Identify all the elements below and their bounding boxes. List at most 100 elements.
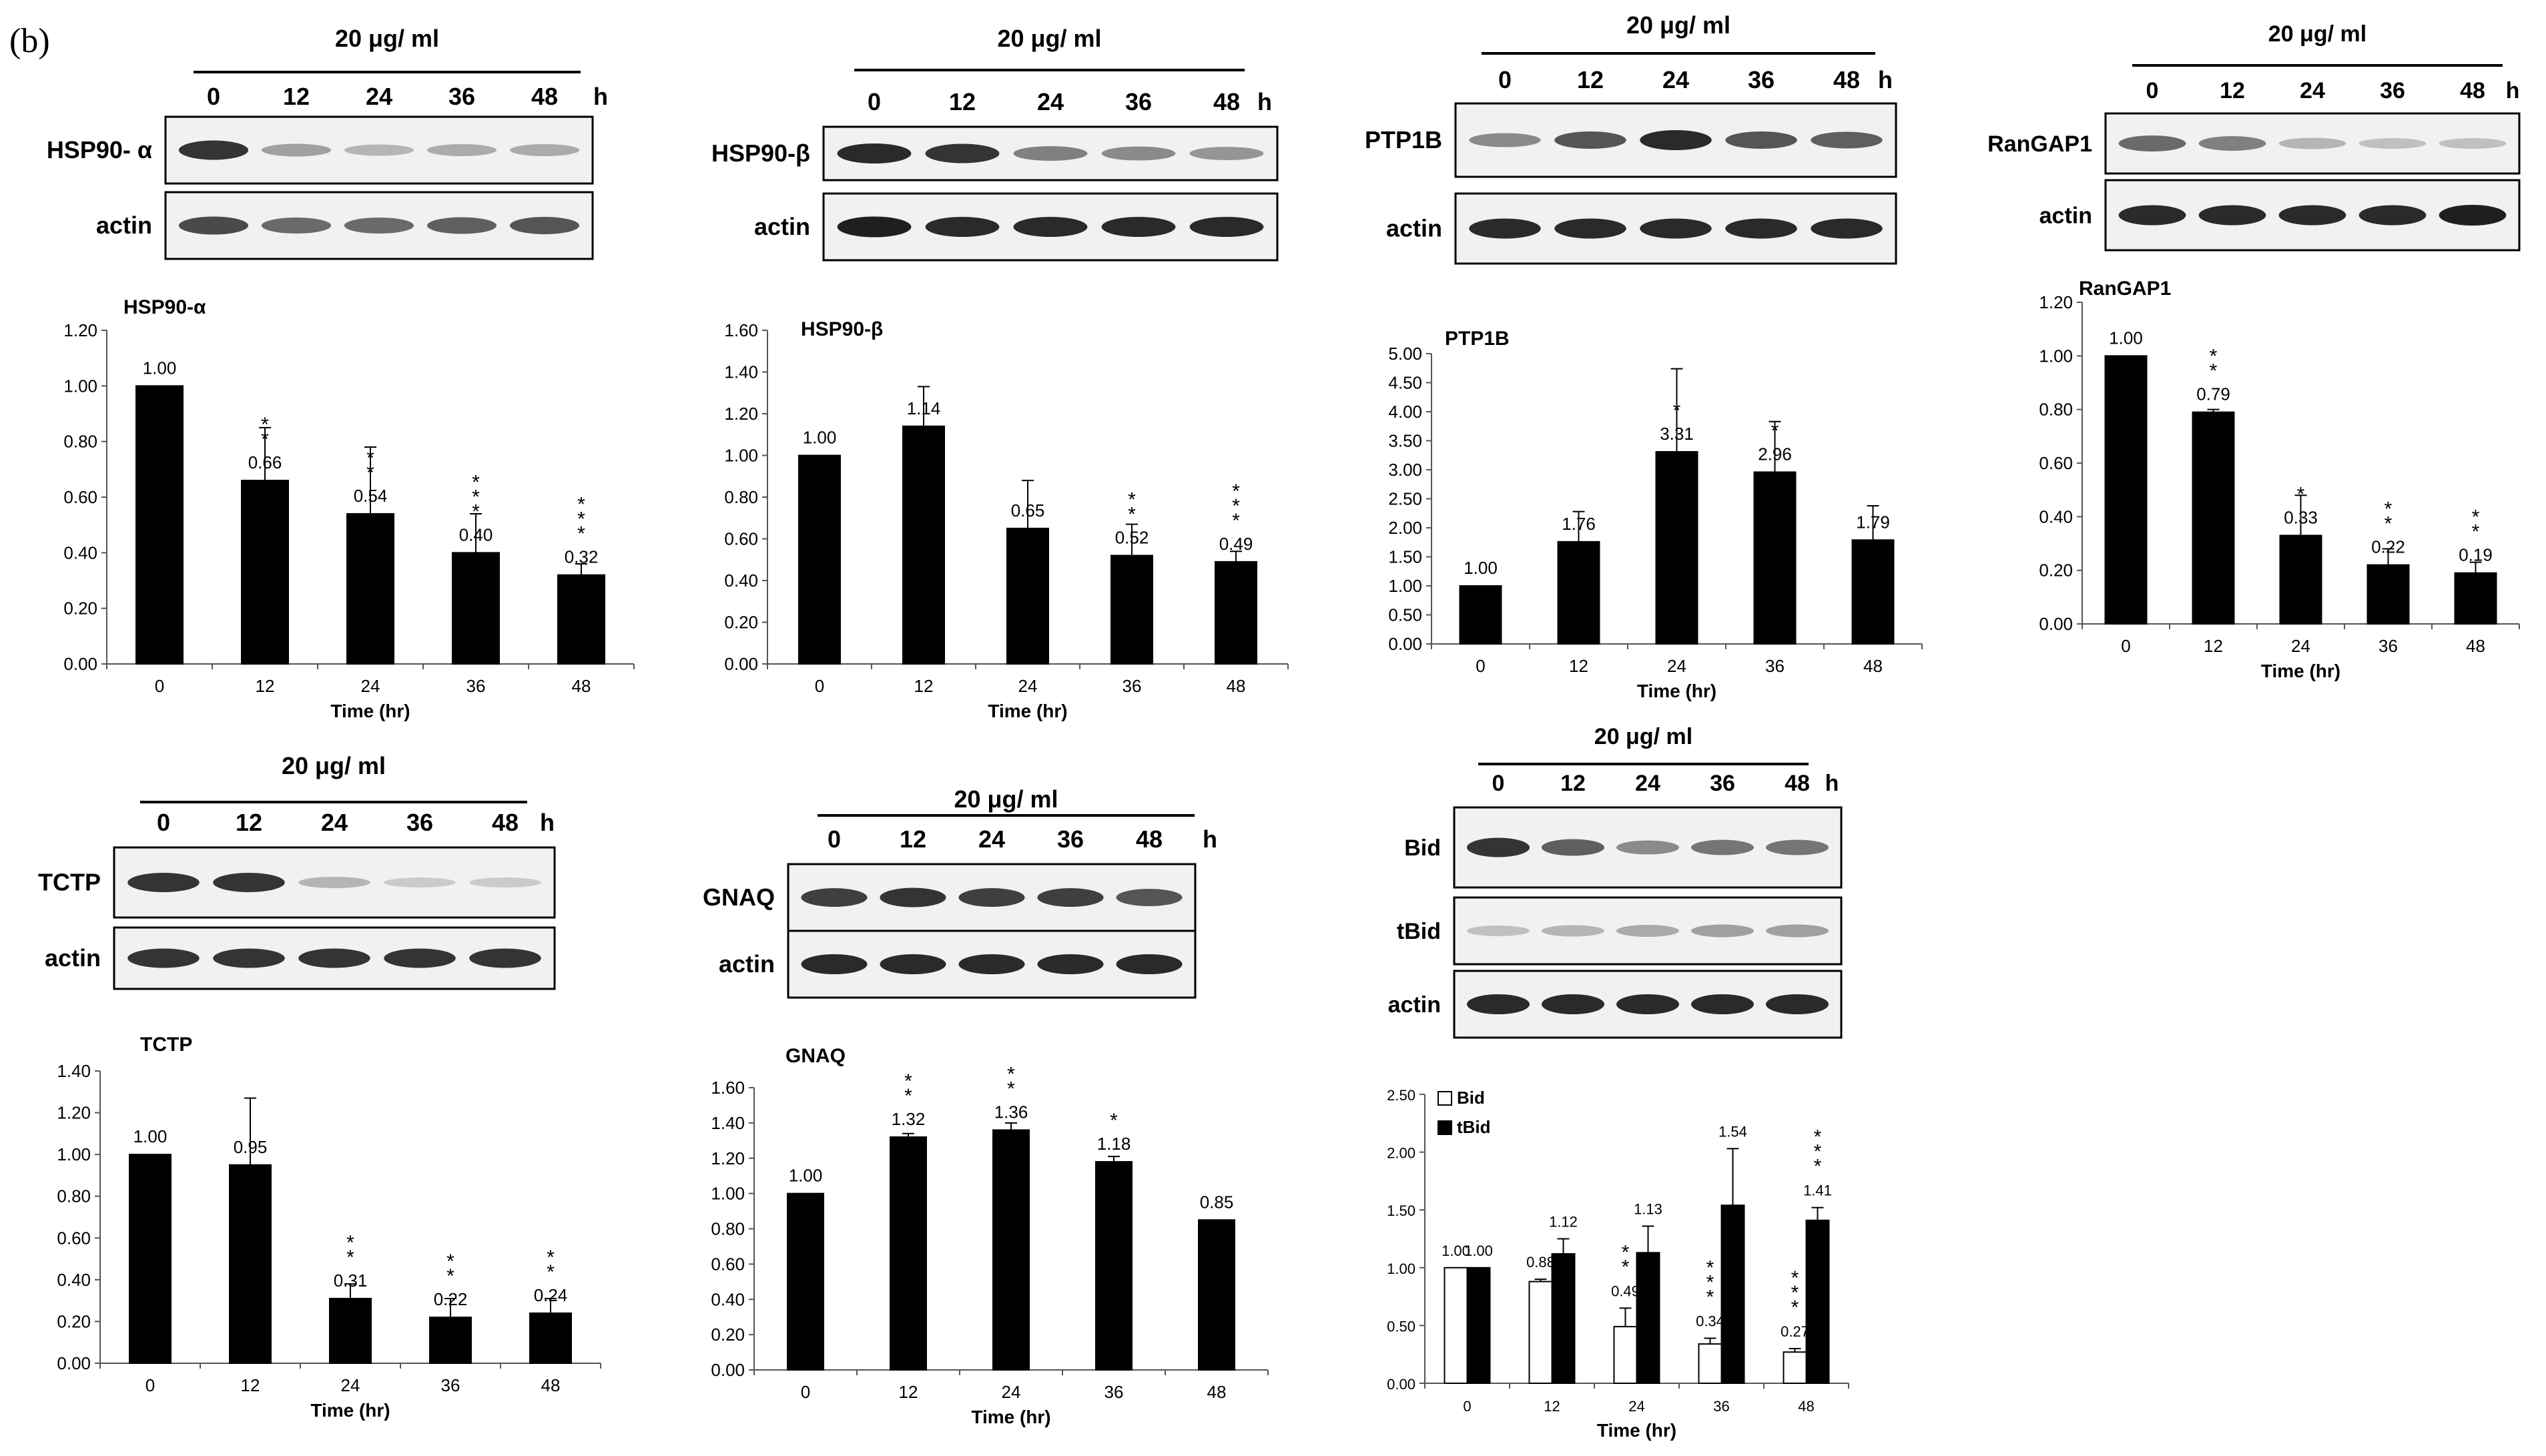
data-label: 0.22 bbox=[2371, 537, 2405, 557]
blot-band bbox=[344, 218, 414, 234]
legend-label: tBid bbox=[1457, 1117, 1491, 1137]
x-tick-label: 12 bbox=[899, 1382, 918, 1402]
chart: TCTP 0.00 0.20 0.40 0.60 0.80 1.00 1.20 1.40 0 12 2… bbox=[57, 1034, 601, 1421]
lane-label: 12 bbox=[1560, 771, 1586, 796]
y-tick-label: 0.50 bbox=[1388, 605, 1422, 625]
blot-band bbox=[344, 144, 414, 156]
data-label: 0.31 bbox=[334, 1270, 368, 1291]
y-tick-label: 0.00 bbox=[1387, 1376, 1415, 1393]
x-tick-label: 0 bbox=[815, 676, 824, 696]
blot-band bbox=[2358, 138, 2427, 149]
data-label: 0.95 bbox=[234, 1137, 268, 1157]
x-tick-label: 24 bbox=[1628, 1398, 1644, 1415]
y-tick-label: 0.40 bbox=[711, 1289, 745, 1309]
y-tick-label: 0.40 bbox=[63, 542, 97, 563]
bar bbox=[2366, 564, 2410, 625]
y-tick-label: 0.80 bbox=[711, 1219, 745, 1239]
lane-label: 24 bbox=[366, 83, 392, 110]
x-tick-label: 48 bbox=[2466, 636, 2485, 656]
blot-band bbox=[2439, 138, 2507, 149]
blot-band bbox=[2278, 205, 2346, 226]
bar bbox=[890, 1136, 927, 1371]
blot-row-label: HSP90- α bbox=[47, 136, 152, 163]
bar bbox=[1095, 1161, 1133, 1371]
blot-band bbox=[298, 877, 370, 888]
blot-band bbox=[213, 948, 285, 968]
significance-star: * bbox=[1706, 1286, 1714, 1308]
blot-row-label: actin bbox=[2039, 204, 2092, 229]
lane-label: 12 bbox=[236, 809, 262, 836]
y-tick-label: 2.00 bbox=[1387, 1145, 1415, 1162]
concentration-label: 20 μg/ ml bbox=[954, 785, 1058, 813]
blot-panel: 20 μg/ ml 0 12 24 36 48 h PTP1B actin bbox=[1365, 11, 1897, 265]
significance-star: * bbox=[577, 523, 585, 545]
x-tick-label: 12 bbox=[256, 676, 275, 696]
y-tick-label: 1.00 bbox=[1388, 576, 1422, 596]
lane-label: 24 bbox=[321, 809, 348, 836]
x-tick-label: 0 bbox=[145, 1375, 155, 1395]
significance-star: * bbox=[1706, 1271, 1714, 1293]
data-label: 0.65 bbox=[1011, 500, 1045, 520]
data-label: 0.54 bbox=[354, 486, 388, 506]
blot-band bbox=[1765, 994, 1829, 1014]
blot-row-label: tBid bbox=[1397, 919, 1441, 944]
significance-star: * bbox=[1673, 400, 1681, 422]
chart: 0.00 0.50 1.00 1.50 2.00 2.50 0 12 24 36 48 Time (h… bbox=[1387, 1087, 1849, 1441]
lane-label: 12 bbox=[949, 88, 976, 115]
lane-unit-label: h bbox=[1257, 88, 1272, 115]
y-tick-label: 1.60 bbox=[711, 1078, 745, 1098]
significance-star: * bbox=[904, 1085, 912, 1107]
y-tick-label: 0.00 bbox=[711, 1360, 745, 1380]
y-tick-label: 4.00 bbox=[1388, 402, 1422, 422]
data-label: 1.00 bbox=[2109, 328, 2143, 348]
y-tick-label: 0.80 bbox=[724, 487, 758, 507]
significance-star: * bbox=[1128, 489, 1136, 511]
blot-band bbox=[925, 143, 1000, 163]
x-tick-label: 36 bbox=[1713, 1398, 1729, 1415]
significance-star: * bbox=[577, 494, 585, 516]
data-label: 1.13 bbox=[1634, 1200, 1662, 1217]
bar bbox=[1215, 561, 1257, 665]
y-tick-label: 0.60 bbox=[711, 1254, 745, 1274]
bar bbox=[1110, 555, 1153, 665]
bar bbox=[1698, 1343, 1722, 1385]
data-label: 0.66 bbox=[248, 452, 282, 472]
x-tick-label: 12 bbox=[2204, 636, 2223, 656]
blot-band bbox=[2278, 137, 2346, 149]
chart: HSP90-α 0.00 0.20 0.40 0.60 0.80 1.00 1.20 0 12 24… bbox=[63, 296, 635, 721]
lane-label: 0 bbox=[1498, 66, 1512, 93]
blot-band bbox=[1640, 130, 1712, 150]
y-tick-label: 1.20 bbox=[63, 320, 97, 340]
blot-row-label: TCTP bbox=[38, 869, 101, 896]
blot-panel: 20 μg/ ml 0 12 24 36 48 h HSP90- α actin bbox=[47, 25, 608, 260]
significance-star: * bbox=[1814, 1141, 1822, 1163]
significance-star: * bbox=[1232, 495, 1240, 517]
x-tick-label: 36 bbox=[1765, 656, 1785, 676]
bar bbox=[1783, 1351, 1807, 1384]
x-tick-label: 24 bbox=[361, 676, 380, 696]
bar bbox=[902, 425, 945, 665]
data-label: 1.32 bbox=[892, 1109, 926, 1129]
blot-band bbox=[1189, 147, 1264, 160]
y-tick-label: 1.00 bbox=[711, 1184, 745, 1204]
x-tick-label: 24 bbox=[1002, 1382, 1021, 1402]
blot-band bbox=[2198, 205, 2266, 226]
x-tick-label: 24 bbox=[1667, 656, 1686, 676]
x-tick-label: 12 bbox=[241, 1375, 260, 1395]
blot-band bbox=[1616, 925, 1680, 937]
significance-star: * bbox=[2472, 521, 2480, 543]
significance-star: * bbox=[1791, 1267, 1799, 1289]
blot-band bbox=[958, 888, 1025, 907]
blot-band bbox=[801, 888, 868, 907]
x-axis-label: Time (hr) bbox=[310, 1400, 390, 1421]
y-tick-label: 0.20 bbox=[724, 613, 758, 633]
panel-label: (b) bbox=[9, 22, 50, 60]
lane-label: 48 bbox=[1213, 88, 1240, 115]
y-tick-label: 2.50 bbox=[1388, 489, 1422, 509]
concentration-label: 20 μg/ ml bbox=[997, 25, 1101, 52]
blot-band bbox=[1013, 217, 1088, 237]
blot-band bbox=[127, 948, 200, 968]
y-tick-label: 3.00 bbox=[1388, 460, 1422, 480]
bar bbox=[2104, 355, 2148, 625]
